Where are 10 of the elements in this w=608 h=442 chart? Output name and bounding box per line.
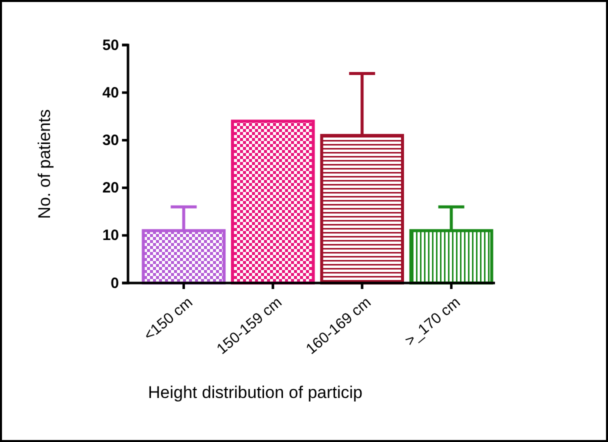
x-tick-label: <150 cm (140, 294, 196, 344)
y-tick-label: 10 (102, 227, 119, 244)
y-tick-label: 0 (110, 274, 119, 292)
y-tick-label: 30 (102, 132, 119, 149)
y-tick-label: 50 (102, 36, 119, 54)
y-tick-label: 20 (102, 180, 119, 197)
x-axis-title: Height distribution of particip (148, 383, 363, 402)
bar (230, 120, 315, 284)
y-axis-title: No. of patients (35, 109, 54, 219)
y-tick-label: 40 (102, 84, 119, 102)
